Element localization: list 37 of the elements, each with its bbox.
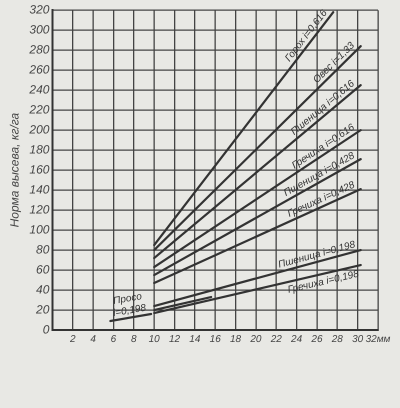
y-tick-label: 120 xyxy=(29,202,50,216)
x-tick-label: 4 xyxy=(90,334,96,345)
x-tick-label: 24 xyxy=(290,334,303,345)
x-tick-label: 12 xyxy=(168,334,181,345)
x-tick-label: 6 xyxy=(110,334,117,345)
y-tick-label: 60 xyxy=(36,262,50,276)
y-tick-label: 200 xyxy=(28,122,50,136)
text: Гречиха i=0,198 xyxy=(286,268,360,296)
x-tick-label: 8 xyxy=(131,334,138,345)
y-tick-label: 140 xyxy=(29,182,50,196)
x-tick-label: 16 xyxy=(210,334,222,345)
y-tick-label: 160 xyxy=(29,162,50,176)
y-tick-label: 320 xyxy=(29,2,50,17)
y-tick-label: 100 xyxy=(29,222,50,236)
x-tick-label: 2 xyxy=(68,334,76,345)
y-tick-label: 260 xyxy=(28,62,50,77)
y-tick-label: 80 xyxy=(36,242,50,256)
x-tick-label: 32мм xyxy=(366,334,391,345)
y-tick-label: 240 xyxy=(28,82,50,96)
x-tick-label: 26 xyxy=(310,334,323,345)
x-tick-label: 10 xyxy=(148,334,160,345)
text: Просо i=0,198 xyxy=(112,291,148,320)
y-tick-label: 40 xyxy=(36,282,50,296)
y-tick-label: 280 xyxy=(28,42,50,57)
y-tick-label: 0 xyxy=(42,322,50,336)
x-tick-label: 20 xyxy=(249,334,262,345)
y-tick-label: 300 xyxy=(29,22,50,37)
x-tick-label: 28 xyxy=(330,334,344,345)
text: Пшеница i=0,198 xyxy=(277,239,357,271)
y-tick-label: 220 xyxy=(28,102,50,116)
y-axis-title: Норма высева, кг/га xyxy=(8,112,22,228)
x-tick-label: 14 xyxy=(189,334,201,345)
x-tick-label: 18 xyxy=(230,334,242,345)
x-tick-label: 22 xyxy=(270,334,282,345)
x-tick-label: 30 xyxy=(352,334,364,345)
y-tick-label: 20 xyxy=(35,302,50,316)
y-tick-label: 180 xyxy=(29,142,50,156)
